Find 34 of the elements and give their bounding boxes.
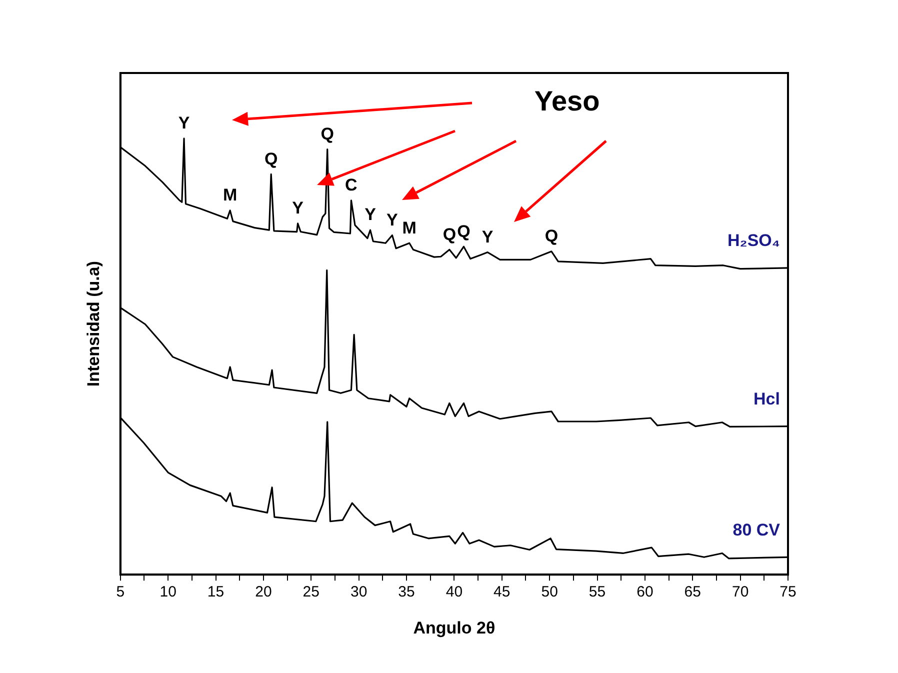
series-label: H₂SO₄ bbox=[728, 231, 780, 250]
annotation: C bbox=[345, 176, 358, 195]
x-tick-label: 5 bbox=[116, 584, 125, 601]
x-tick-label: 50 bbox=[541, 584, 558, 601]
annotation: Y bbox=[178, 114, 190, 133]
annotation: Y bbox=[386, 210, 399, 230]
x-tick-label: 75 bbox=[780, 584, 796, 601]
text: Yeso bbox=[534, 86, 600, 117]
series-label: 80 CV bbox=[732, 520, 781, 540]
x-tick-label: 20 bbox=[255, 584, 272, 601]
x-tick-label: 40 bbox=[446, 584, 463, 601]
x-tick-label: 45 bbox=[494, 584, 510, 601]
annotation: M bbox=[222, 186, 238, 205]
annotation: Q bbox=[544, 226, 558, 246]
x-tick-label: 65 bbox=[684, 584, 701, 601]
x-tick-label: 25 bbox=[302, 584, 320, 601]
x-tick-label: 70 bbox=[732, 584, 749, 601]
x-tick-label: 30 bbox=[350, 584, 368, 601]
annotation: Q bbox=[264, 149, 278, 168]
annotation: M bbox=[402, 218, 416, 238]
x-tick-label: 35 bbox=[398, 584, 415, 601]
y-axis-title: Intensidad (u.a) bbox=[84, 260, 103, 387]
x-tick-label: 55 bbox=[588, 584, 606, 601]
annotation: Y bbox=[292, 198, 304, 218]
annotation: Q bbox=[442, 224, 456, 244]
annotation: Q bbox=[320, 124, 334, 144]
annotation: Y bbox=[482, 227, 494, 246]
x-tick-label: 10 bbox=[160, 584, 176, 601]
x-tick-label: 60 bbox=[636, 584, 654, 601]
x-tick-label: 15 bbox=[207, 584, 224, 601]
series-label: Hcl bbox=[754, 389, 780, 408]
annotation: Y bbox=[364, 205, 377, 224]
x-axis-title: Angulo 2θ bbox=[413, 618, 496, 638]
annotation: Q bbox=[457, 222, 470, 241]
